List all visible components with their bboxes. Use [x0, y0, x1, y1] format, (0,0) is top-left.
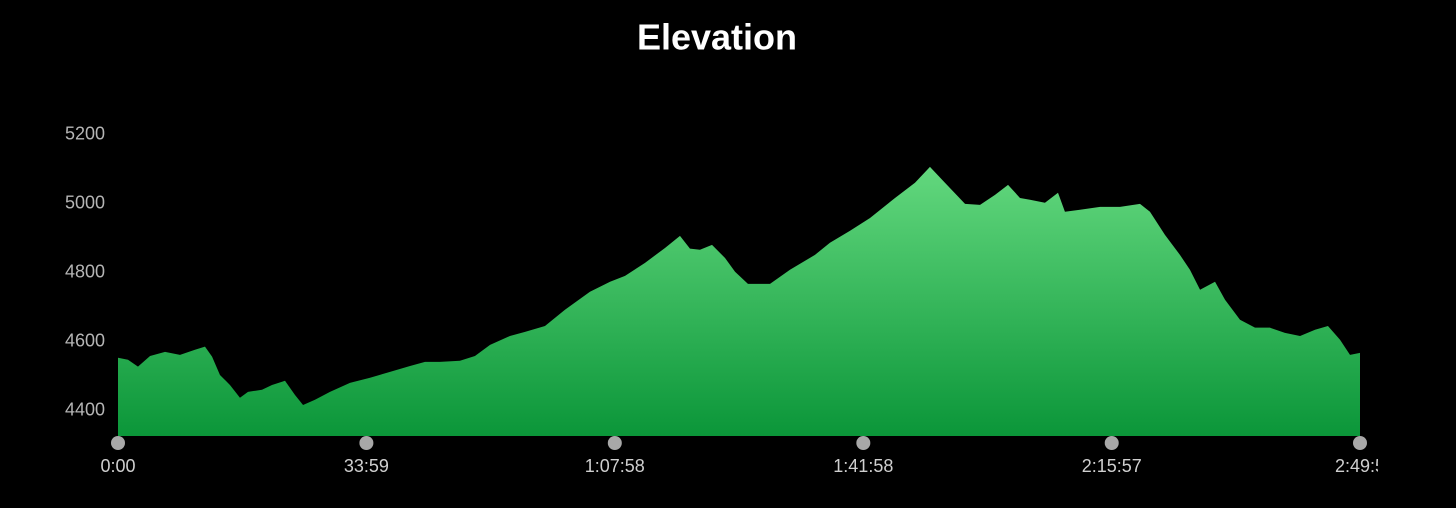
y-tick-label: 5200 [65, 124, 105, 144]
y-tick-label: 4400 [65, 400, 105, 420]
x-tick-dot [856, 436, 871, 450]
y-tick-label: 4600 [65, 331, 105, 351]
y-tick-label: 5000 [65, 193, 105, 213]
x-tick-dot [111, 436, 125, 450]
chart-title: Elevation [637, 17, 797, 58]
x-tick-dot [1353, 436, 1367, 450]
x-tick-dot [359, 436, 374, 450]
x-tick-label: 2:49:5 [1335, 456, 1385, 476]
x-tick-label: 0:00 [100, 456, 135, 476]
x-tick-label: 33:59 [344, 456, 389, 476]
x-tick-dot [1104, 436, 1119, 450]
x-tick-label: 1:07:58 [585, 456, 645, 476]
x-tick-label: 1:41:58 [833, 456, 893, 476]
x-tick-dot [607, 436, 622, 450]
y-tick-label: 4800 [65, 262, 105, 282]
elevation-area [118, 166, 1360, 437]
x-tick-label: 2:15:57 [1082, 456, 1142, 476]
